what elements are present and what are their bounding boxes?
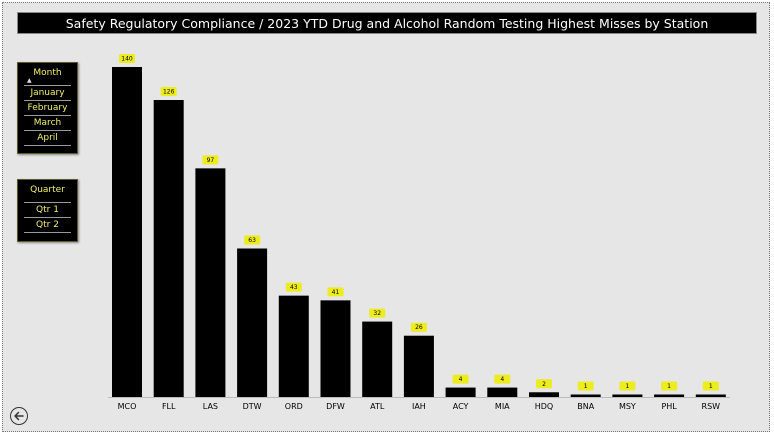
category-label-atl: ATL — [370, 402, 385, 411]
data-label-phl: 1 — [667, 383, 671, 390]
data-label-atl: 32 — [373, 310, 381, 317]
bar-hdq[interactable] — [529, 392, 559, 397]
category-label-msy: MSY — [619, 402, 636, 411]
bar-atl[interactable] — [362, 321, 393, 397]
data-label-mco: 140 — [121, 56, 133, 63]
category-label-fll: FLL — [162, 402, 176, 411]
category-label-acy: ACY — [453, 402, 469, 411]
data-label-bg-mia — [494, 374, 511, 384]
category-label-mco: MCO — [118, 402, 137, 411]
bar-dfw[interactable] — [320, 300, 351, 397]
bar-dtw[interactable] — [237, 248, 268, 398]
bar-msy[interactable] — [612, 394, 643, 398]
data-label-bg-ord — [285, 282, 302, 292]
data-label-bg-phl — [661, 381, 678, 391]
category-label-las: LAS — [203, 402, 218, 411]
bar-bna[interactable] — [570, 394, 601, 398]
category-label-rsw: RSW — [702, 402, 721, 411]
bar-ord[interactable] — [278, 295, 309, 397]
data-label-bg-msy — [619, 381, 636, 391]
month-slicer: Month ▲ January February March April — [17, 62, 78, 154]
data-label-ord: 43 — [290, 284, 298, 291]
data-label-bg-dtw — [244, 235, 261, 245]
bar-iah[interactable] — [403, 335, 434, 397]
bar-phl[interactable] — [654, 394, 685, 398]
bar-mia[interactable] — [487, 387, 518, 397]
data-label-rsw: 1 — [709, 383, 713, 390]
dashboard-title: Safety Regulatory Compliance / 2023 YTD … — [17, 12, 757, 34]
data-label-bg-acy — [452, 374, 469, 384]
category-label-dtw: DTW — [243, 402, 262, 411]
data-label-las: 97 — [207, 157, 215, 164]
quarter-slicer: Quarter Qtr 1 Qtr 2 — [17, 179, 78, 242]
data-label-bg-iah — [410, 322, 427, 332]
back-button[interactable] — [10, 407, 28, 425]
bar-fll[interactable] — [153, 100, 184, 397]
category-label-iah: IAH — [412, 402, 426, 411]
data-label-dfw: 41 — [332, 289, 340, 296]
month-slicer-header: Month — [33, 68, 62, 78]
category-label-bna: BNA — [577, 402, 594, 411]
category-label-phl: PHL — [661, 402, 677, 411]
data-label-bg-mco — [119, 54, 135, 63]
category-label-mia: MIA — [495, 402, 510, 411]
data-label-bg-rsw — [702, 381, 719, 391]
quarter-item-qtr2[interactable]: Qtr 2 — [24, 217, 71, 233]
bar-mco[interactable] — [112, 67, 142, 397]
data-label-dtw: 63 — [248, 237, 256, 244]
dashboard-title-text: Safety Regulatory Compliance / 2023 YTD … — [65, 15, 709, 31]
bar-las[interactable] — [195, 168, 226, 397]
data-label-bna: 1 — [584, 383, 588, 390]
category-label-ord: ORD — [285, 402, 303, 411]
data-label-bg-dfw — [327, 287, 344, 297]
quarter-item-qtr1[interactable]: Qtr 1 — [24, 202, 71, 217]
back-arrow-icon — [14, 411, 24, 421]
quarter-slicer-header: Quarter — [30, 185, 65, 195]
month-item-february[interactable]: February — [24, 100, 71, 115]
data-label-hdq: 2 — [542, 381, 546, 388]
data-label-bg-las — [202, 155, 219, 165]
data-label-fll: 126 — [163, 89, 175, 96]
data-label-bg-bna — [577, 381, 594, 391]
sort-caret-icon[interactable]: ▲ — [27, 77, 32, 84]
month-item-january[interactable]: January — [24, 85, 71, 100]
bar-acy[interactable] — [445, 387, 476, 397]
month-item-march[interactable]: March — [24, 115, 71, 130]
bar-rsw[interactable] — [695, 394, 726, 398]
data-label-bg-hdq — [536, 379, 552, 389]
data-label-bg-fll — [160, 87, 177, 96]
data-label-msy: 1 — [625, 383, 629, 390]
data-label-mia: 4 — [500, 376, 504, 383]
category-label-dfw: DFW — [326, 402, 345, 411]
data-label-iah: 26 — [415, 324, 423, 331]
data-label-bg-atl — [369, 308, 386, 318]
category-label-hdq: HDQ — [535, 402, 553, 411]
month-item-april[interactable]: April — [24, 130, 71, 146]
data-label-acy: 4 — [459, 376, 463, 383]
